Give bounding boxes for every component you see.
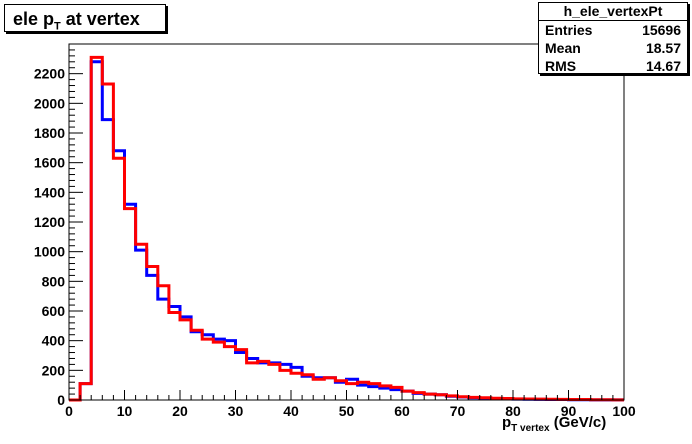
x-tick-label: 40	[283, 403, 299, 419]
histogram-series-1	[69, 60, 624, 402]
stats-mean-value: 18.57	[645, 40, 681, 56]
title-main: ele p	[13, 9, 55, 29]
x-tick-label: 60	[394, 403, 410, 419]
y-tick-label: 1400	[34, 184, 65, 200]
stats-entries-value: 15696	[642, 22, 681, 38]
x-axis-label-subscript: T vertex	[511, 423, 550, 434]
y-tick-label: 1000	[34, 244, 65, 260]
stats-entries-label: Entries	[545, 22, 593, 38]
x-tick-label: 50	[339, 403, 355, 419]
y-tick-label: 600	[42, 303, 66, 319]
stats-rms-value: 14.67	[645, 58, 681, 74]
chart-title: ele pT at vertex	[4, 4, 166, 33]
y-tick-label: 2000	[34, 95, 65, 111]
plot-frame	[68, 43, 625, 401]
title-subscript: T	[54, 20, 61, 33]
stats-histogram-name: h_ele_vertexPt	[539, 3, 687, 21]
y-tick-label: 1600	[34, 155, 65, 171]
x-axis-label: pT vertex (GeV/c)	[502, 414, 606, 434]
x-tick-label: 20	[172, 403, 188, 419]
histogram-series-2	[69, 55, 624, 402]
stats-row-entries: Entries 15696	[539, 21, 687, 39]
y-tick-label: 1200	[34, 214, 65, 230]
x-tick-label: 10	[117, 403, 133, 419]
title-rest: at vertex	[60, 9, 140, 29]
x-tick-label: 90	[561, 403, 577, 419]
x-tick-label: 80	[505, 403, 521, 419]
stats-row-rms: RMS 14.67	[539, 57, 687, 75]
x-axis-label-rest: (GeV/c)	[549, 414, 607, 431]
stats-rms-label: RMS	[545, 58, 577, 74]
x-tick-label: 30	[228, 403, 244, 419]
stats-mean-label: Mean	[545, 40, 581, 56]
y-tick-label: 1800	[34, 125, 65, 141]
stats-row-mean: Mean 18.57	[539, 39, 687, 57]
x-axis-label-main: p	[502, 414, 512, 431]
y-tick-label: 400	[42, 333, 66, 349]
stats-box: h_ele_vertexPt Entries 15696 Mean 18.57 …	[538, 2, 688, 74]
y-tick-label: 0	[57, 392, 65, 408]
x-tick-label: 0	[65, 403, 73, 419]
y-tick-label: 800	[42, 273, 66, 289]
y-tick-label: 200	[42, 362, 66, 378]
x-tick-label: 70	[450, 403, 466, 419]
y-tick-label: 2200	[34, 66, 65, 82]
x-tick-label: 100	[612, 403, 636, 419]
